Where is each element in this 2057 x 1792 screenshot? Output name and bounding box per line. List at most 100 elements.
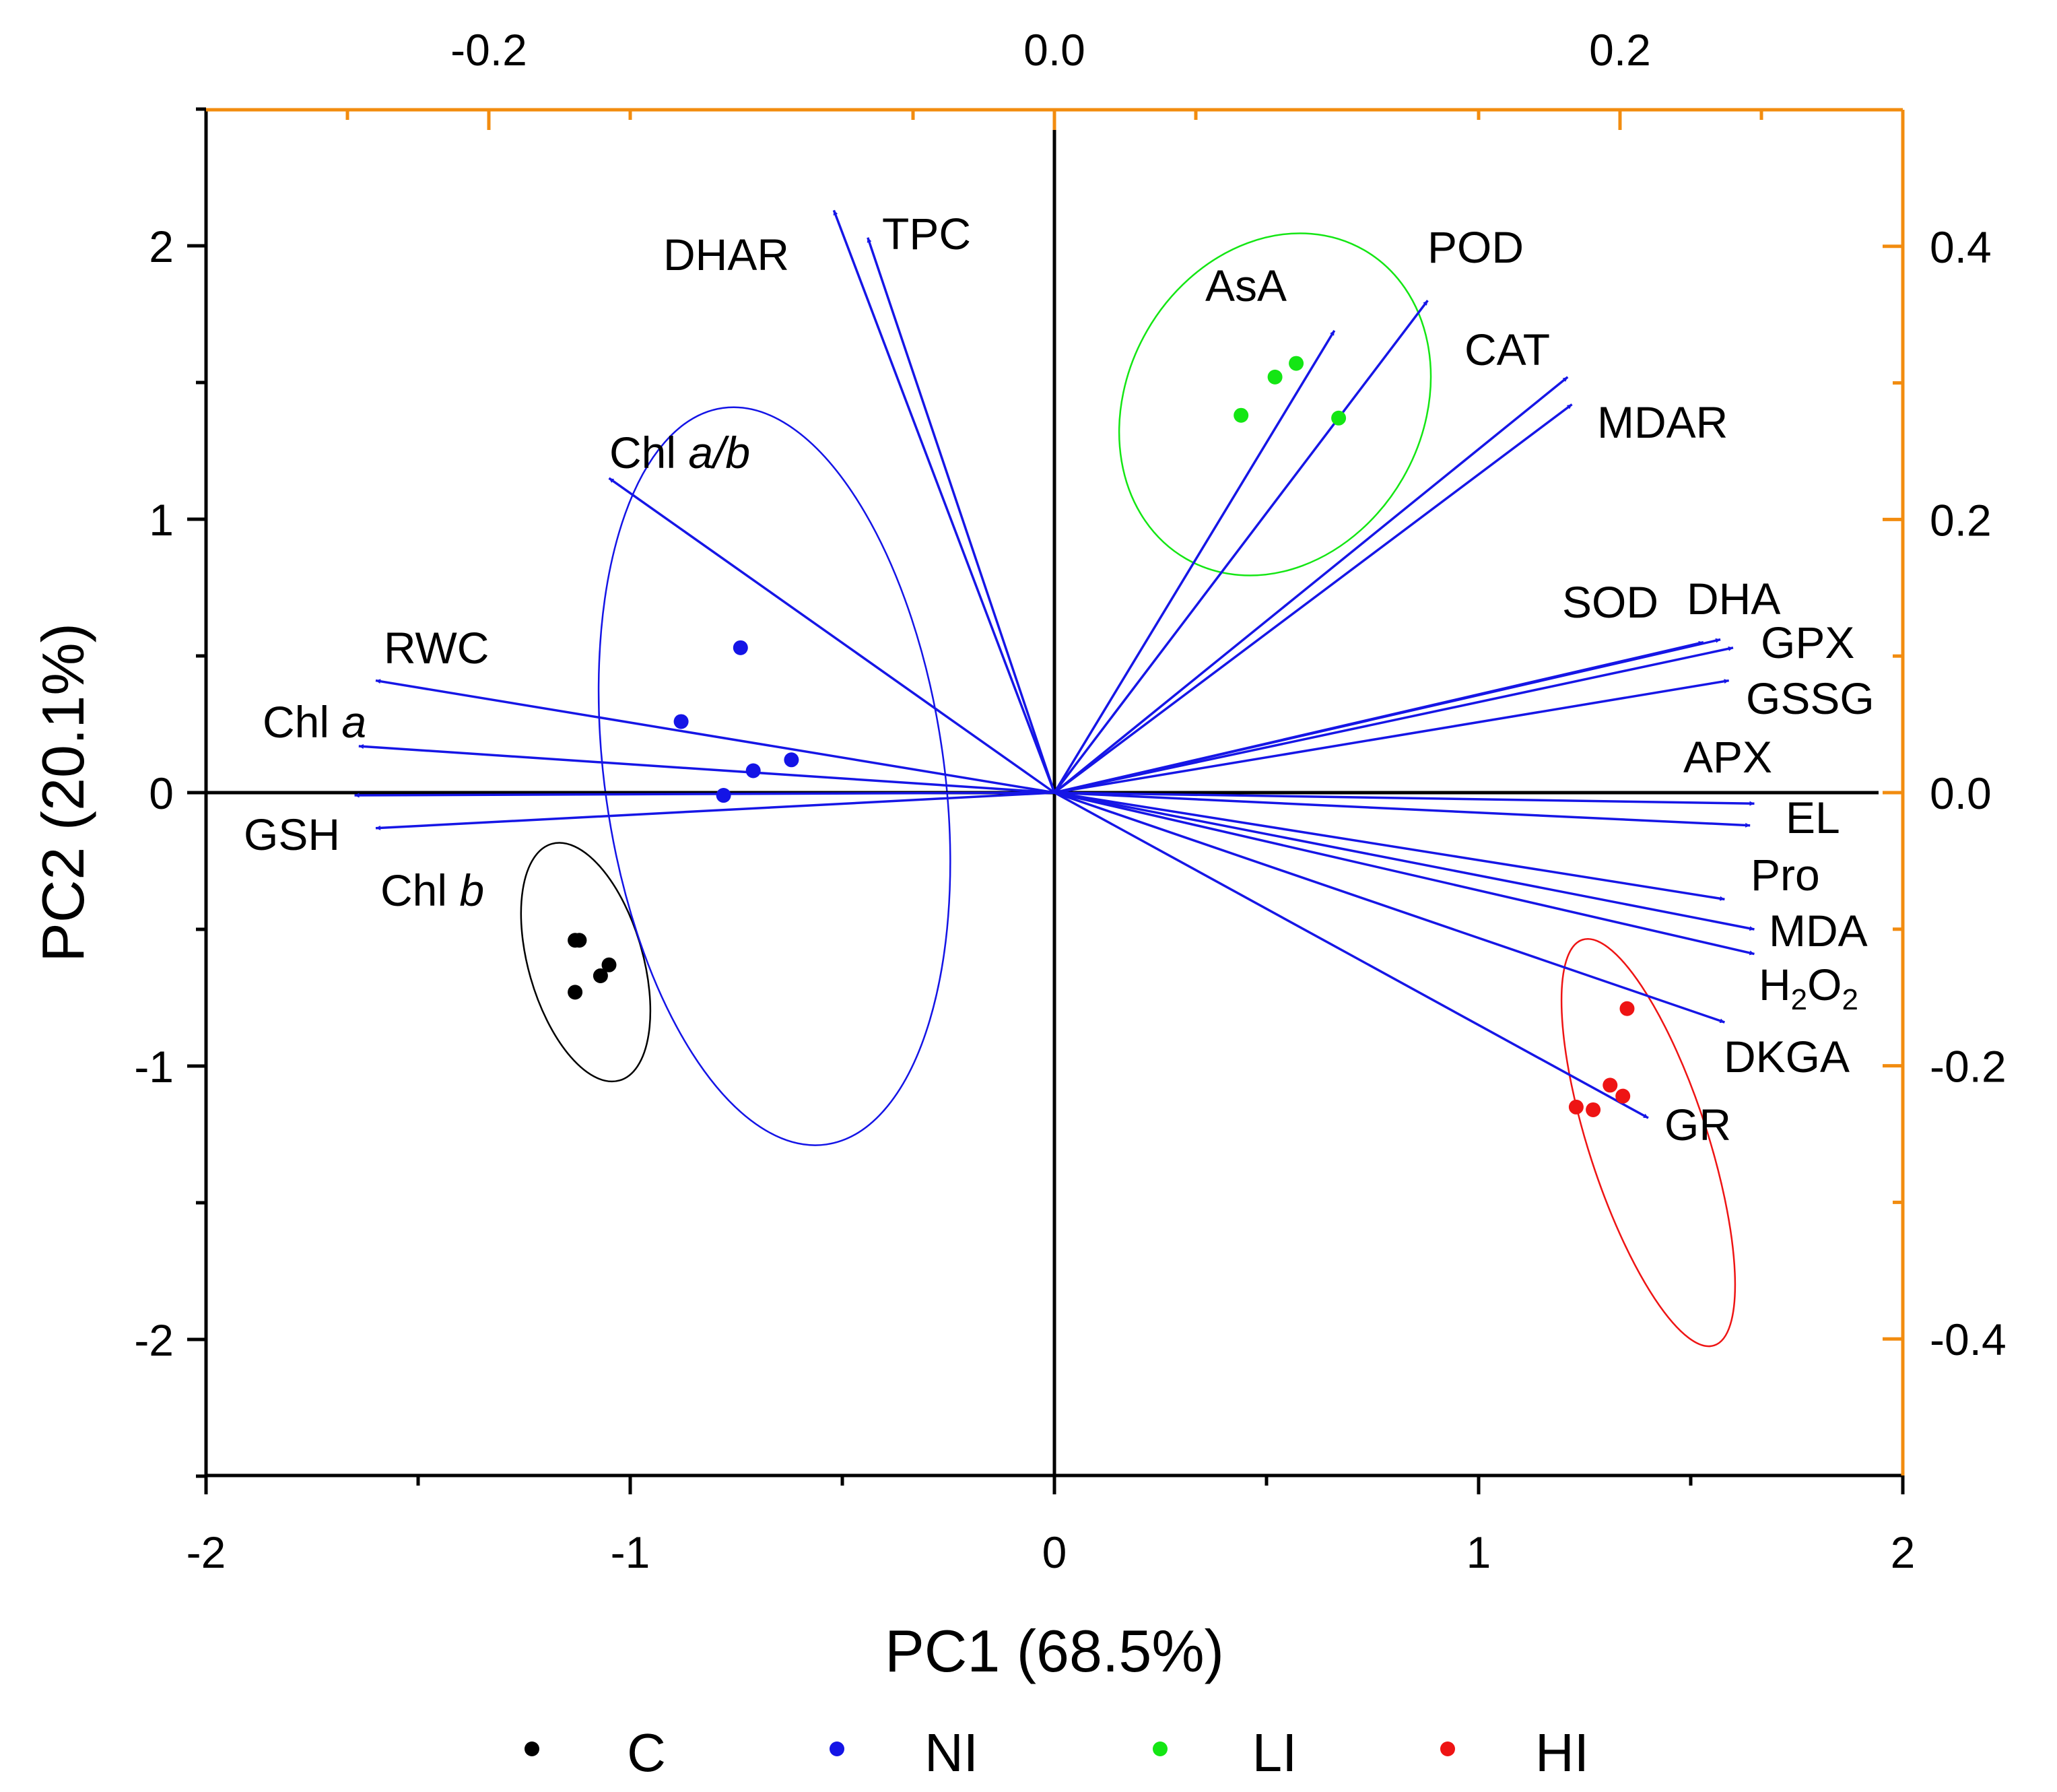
loading-arrow-10 [1053, 403, 1573, 794]
y-tick-label: 0 [149, 768, 174, 818]
loading-label-text: APX [1683, 732, 1772, 782]
top-tick-label: 0.0 [1023, 25, 1085, 75]
legend-label: NI [924, 1723, 978, 1783]
loading-label-8: POD [1427, 222, 1524, 272]
point-hi-2 [1615, 1088, 1631, 1104]
legend-marker [830, 1741, 844, 1756]
loading-label-text: GPX [1761, 618, 1854, 667]
loading-label-10: MDAR [1597, 397, 1728, 447]
legend-label: HI [1535, 1723, 1589, 1783]
loading-arrow-5 [354, 791, 1055, 798]
legend-marker [525, 1741, 539, 1756]
loading-label-13: GPX [1761, 618, 1854, 667]
loading-label-italic: b [459, 865, 484, 915]
loading-arrow-15 [1054, 791, 1755, 806]
right-tick-label: -0.4 [1930, 1315, 2007, 1364]
loading-label-1: TPC [882, 209, 971, 259]
point-li-0 [1289, 356, 1304, 371]
loading-arrow-12 [1054, 638, 1721, 794]
loading-arrow-2 [608, 477, 1056, 794]
point-ni-4 [716, 788, 731, 803]
y-tick-label: 2 [149, 222, 174, 271]
loading-label-text: DKGA [1724, 1032, 1850, 1082]
point-ni-2 [784, 752, 799, 768]
loading-label-text: EL [1786, 793, 1840, 842]
loading-arrow-1 [867, 237, 1056, 793]
loading-label-20: DKGA [1724, 1032, 1850, 1082]
loading-arrow-17 [1054, 791, 1725, 901]
legend-item-ni: NI [830, 1723, 978, 1783]
loading-label-4: Chl a [263, 697, 366, 747]
confidence-ellipses [520, 232, 1736, 1348]
axis-ticks: -2 -1 0 1 2 -2 -1 0 1 2 -0.2 0.0 0.2 0.4 0.2 0.0 -0.2 -0.… [134, 25, 2006, 1577]
legend-item-li: LI [1153, 1723, 1297, 1783]
legend-item-c: C [525, 1723, 666, 1783]
legend-label: C [627, 1723, 666, 1783]
loading-arrow-9 [1053, 376, 1569, 794]
loading-label-7: AsA [1205, 261, 1287, 310]
loading-label-text: Chl [609, 428, 688, 477]
y-axis-title: PC2 (20.1%) [30, 623, 96, 962]
point-c-4 [568, 985, 583, 1000]
top-tick-label: -0.2 [450, 25, 527, 75]
loading-label-14: GSSG [1746, 673, 1875, 723]
y-tick-label: -2 [134, 1315, 174, 1365]
loading-label-text: H [1759, 960, 1791, 1009]
x-tick-label: 0 [1042, 1527, 1067, 1577]
loading-arrow-6 [375, 791, 1055, 830]
point-ni-0 [733, 640, 748, 655]
loading-label-3: RWC [384, 623, 489, 673]
loading-arrow-7 [1053, 329, 1336, 793]
loading-arrow-4 [358, 743, 1055, 794]
loading-label-text: DHA [1687, 574, 1780, 624]
loading-arrow-0 [832, 209, 1056, 793]
loading-label-19: H2O2 [1759, 960, 1858, 1016]
legend-item-hi: HI [1440, 1723, 1589, 1783]
loading-label-subscript: 2 [1791, 983, 1807, 1016]
y-tick-label: 1 [149, 495, 174, 545]
x-tick-label: -1 [611, 1527, 650, 1577]
point-hi-1 [1603, 1077, 1618, 1093]
x-tick-label: 2 [1891, 1527, 1916, 1577]
loading-labels: DHAR TPC Chl a/b RWC Chl a GSH Chl b AsA POD CAT M… [244, 209, 1875, 1150]
loading-arrow-20 [1054, 791, 1725, 1024]
loading-label-17: Pro [1751, 850, 1820, 900]
loading-label-text: Pro [1751, 850, 1820, 900]
point-c-3 [593, 968, 608, 984]
loading-arrow-21 [1054, 791, 1649, 1119]
point-ni-1 [673, 714, 689, 729]
loading-label-text: DHAR [663, 230, 789, 279]
loading-label-text: Chl [263, 697, 341, 747]
loading-label-0: DHAR [663, 230, 789, 279]
point-hi-3 [1568, 1099, 1584, 1115]
loading-label-12: DHA [1687, 574, 1780, 624]
loading-label-5: GSH [244, 809, 340, 859]
loading-label-text: SOD [1562, 577, 1658, 627]
point-c-2 [601, 957, 617, 972]
loading-label-text: GSSG [1746, 673, 1875, 723]
y-tick-label: -1 [134, 1042, 174, 1092]
legend-marker [1440, 1741, 1455, 1756]
loading-vectors [354, 209, 1755, 1119]
loading-label-16: EL [1786, 793, 1840, 842]
loading-label-text: O [1807, 960, 1842, 1009]
loading-label-text: MDAR [1597, 397, 1728, 447]
point-li-3 [1331, 410, 1347, 426]
point-li-2 [1234, 407, 1249, 423]
loading-label-text: RWC [384, 623, 489, 673]
right-tick-label: 0.4 [1930, 222, 1992, 272]
loading-label-21: GR [1664, 1100, 1731, 1150]
loading-label-text: CAT [1464, 325, 1550, 374]
point-hi-0 [1619, 1001, 1635, 1016]
x-tick-label: -2 [187, 1527, 226, 1577]
ellipse-li [1118, 232, 1432, 576]
loading-arrow-8 [1053, 300, 1429, 794]
loading-arrow-13 [1054, 646, 1734, 794]
legend: C NI LI HI [525, 1723, 1589, 1783]
loading-label-9: CAT [1464, 325, 1550, 374]
loading-arrow-19 [1054, 791, 1755, 956]
loading-label-11: SOD [1562, 577, 1658, 627]
score-points [568, 356, 1635, 1117]
loading-arrow-3 [375, 679, 1055, 794]
